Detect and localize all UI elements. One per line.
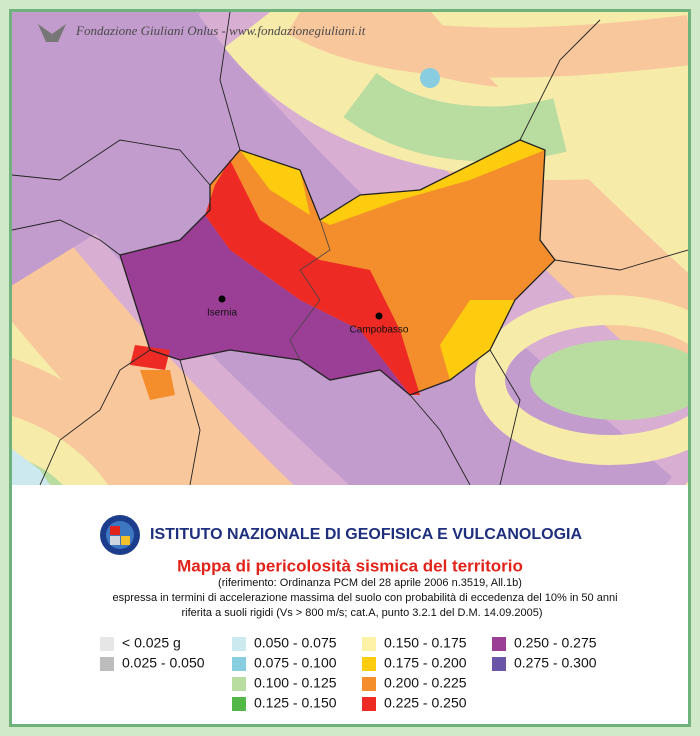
legend-swatch [232, 657, 246, 671]
hazard-band [343, 72, 567, 162]
hazard-band [12, 415, 109, 485]
legend-label: 0.125 - 0.150 [254, 695, 337, 711]
legend-swatch [362, 697, 376, 711]
hazard-band [420, 68, 440, 88]
hazard-band [12, 12, 200, 286]
legend-label: 0.150 - 0.175 [384, 635, 467, 651]
legend-swatch [100, 637, 114, 651]
legend-swatch [492, 657, 506, 671]
city-label: Campobasso [350, 325, 409, 336]
legend-label: 0.200 - 0.225 [384, 675, 467, 691]
hazard-band [530, 340, 688, 420]
hazard-band [130, 345, 170, 370]
hazard-band [287, 12, 688, 78]
legend-label: < 0.025 g [122, 635, 181, 651]
hazard-band [475, 295, 688, 465]
map-area: Isernia Campobasso Fondazione Giuliani O… [12, 12, 688, 485]
legend-swatch [232, 697, 246, 711]
hazard-band [440, 300, 515, 380]
legend-swatch [100, 657, 114, 671]
hazard-band [12, 357, 179, 485]
region-border [12, 12, 688, 485]
legend-label: 0.175 - 0.200 [384, 655, 467, 671]
legend-label: 0.050 - 0.075 [254, 635, 337, 651]
legend-label: 0.225 - 0.250 [384, 695, 467, 711]
watermark: Fondazione Giuliani Onlus - www.fondazio… [75, 23, 366, 38]
region-border [119, 139, 556, 396]
province-border [289, 219, 331, 361]
legend-label: 0.075 - 0.100 [254, 655, 337, 671]
legend-label: 0.250 - 0.275 [514, 635, 597, 651]
subtitle: espressa in termini di accelerazione mas… [112, 592, 617, 604]
legend-label: 0.275 - 0.300 [514, 655, 597, 671]
hazard-band [240, 150, 310, 215]
legend-swatch [362, 657, 376, 671]
city-marker [375, 312, 383, 320]
city-label: Isernia [207, 308, 237, 319]
legend-swatch [492, 637, 506, 651]
watermark-logo [38, 24, 66, 42]
hazard-band [320, 140, 545, 225]
city-marker [218, 295, 226, 303]
hazard-band [120, 215, 410, 395]
hazard-band [12, 449, 50, 485]
subtitle: riferita a suoli rigidi (Vs > 800 m/s; c… [181, 607, 542, 619]
legend-swatch [232, 677, 246, 691]
subtitle: (riferimento: Ordinanza PCM del 28 april… [218, 577, 522, 589]
institute-name: ISTITUTO NAZIONALE DI GEOFISICA E VULCAN… [150, 526, 582, 543]
legend-label: 0.025 - 0.050 [122, 655, 205, 671]
legend-label: 0.100 - 0.125 [254, 675, 337, 691]
legend: < 0.025 g 0.025 - 0.050 0.050 - 0.075 0.075… [100, 635, 597, 711]
map-title: Mappa di pericolosità sismica del territ… [177, 556, 523, 575]
hazard-band [205, 160, 420, 395]
ingv-logo [100, 515, 140, 555]
legend-swatch [362, 637, 376, 651]
legend-swatch [232, 637, 246, 651]
hazard-band [140, 370, 175, 400]
legend-swatch [362, 677, 376, 691]
